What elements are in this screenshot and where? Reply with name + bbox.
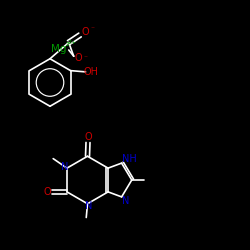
Text: O: O [44, 187, 51, 197]
Text: 2+: 2+ [68, 40, 77, 45]
Text: NH: NH [122, 154, 136, 164]
Text: N: N [61, 162, 68, 172]
Text: O: O [81, 28, 89, 38]
Text: z: z [66, 42, 70, 48]
Text: O: O [74, 53, 82, 63]
Text: N: N [84, 201, 92, 211]
Text: ⁻: ⁻ [84, 54, 87, 63]
Text: N: N [122, 196, 129, 206]
Text: ⁻: ⁻ [90, 24, 94, 33]
Text: O: O [84, 132, 92, 142]
Text: Mg: Mg [51, 44, 66, 54]
Text: OH: OH [84, 67, 99, 77]
